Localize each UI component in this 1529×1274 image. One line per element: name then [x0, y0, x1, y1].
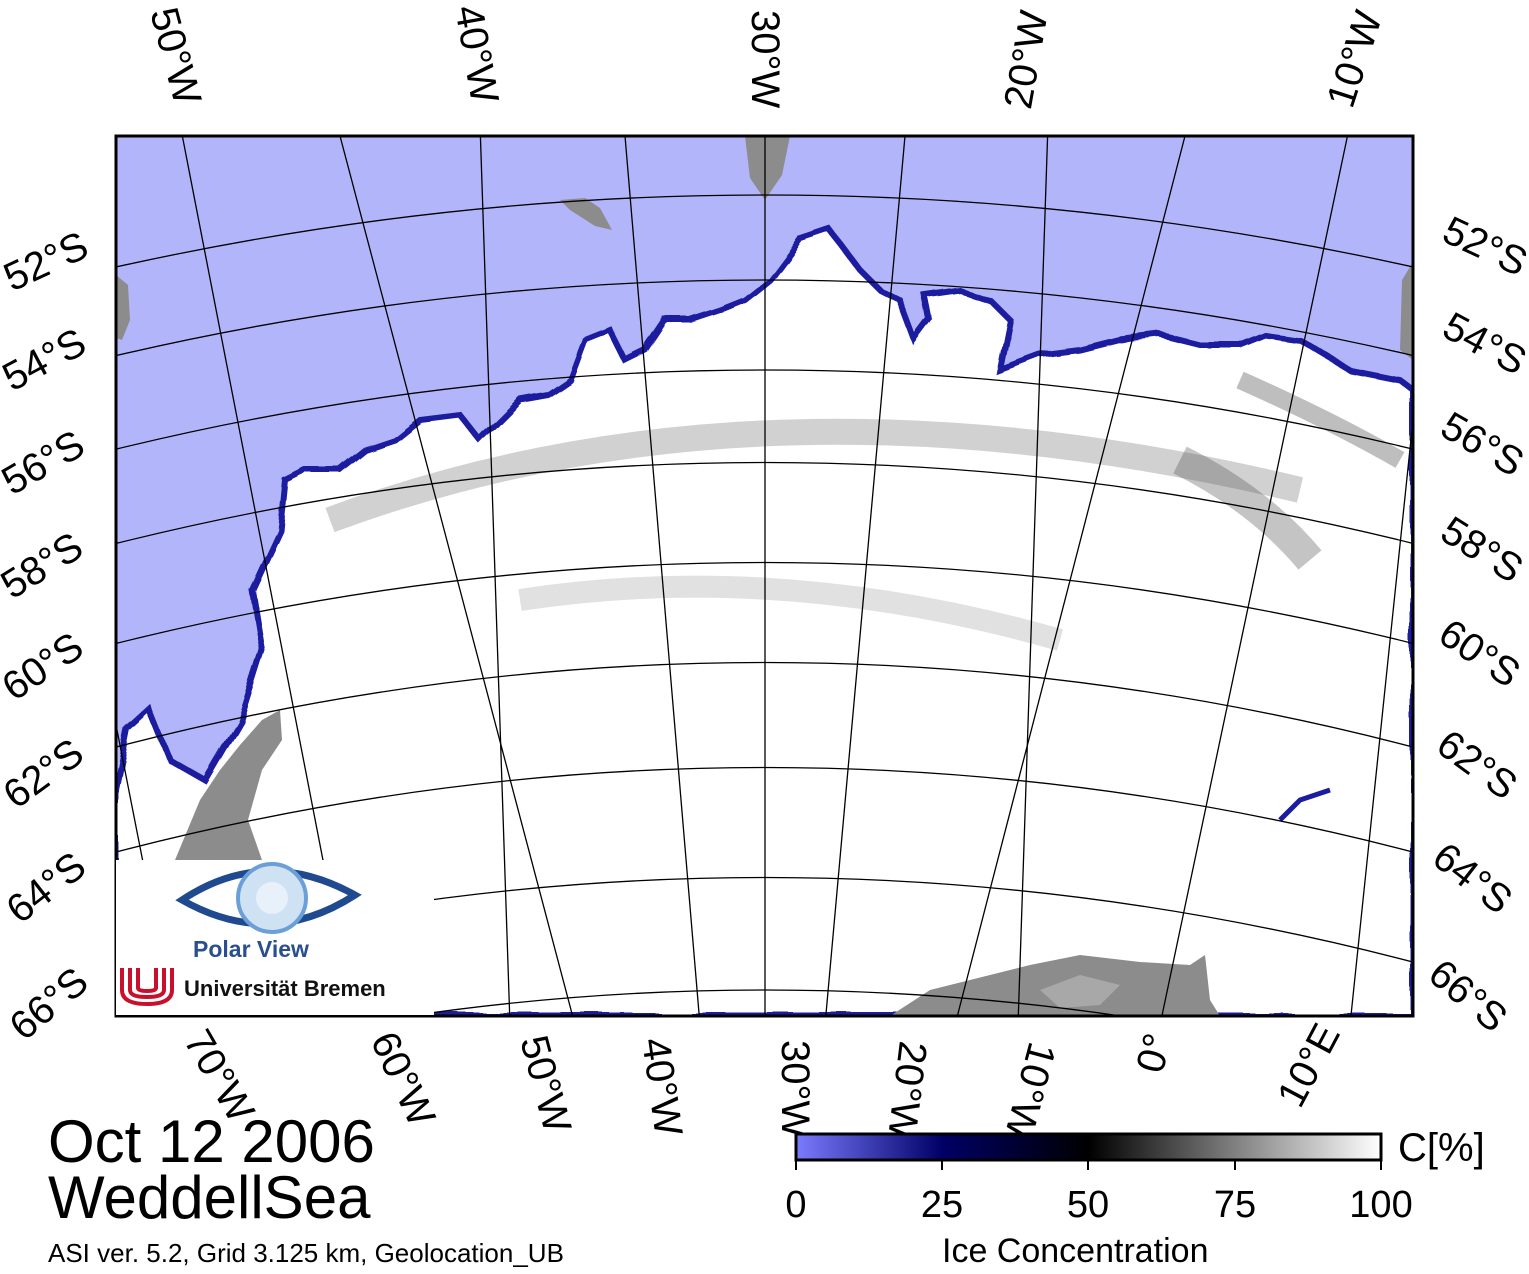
colorbar-tick-label: 0 [785, 1184, 807, 1226]
map-region: WeddellSea [48, 1164, 371, 1231]
land-mass [1400, 262, 1413, 360]
colorbar-tick-label: 25 [920, 1184, 964, 1226]
colorbar-tick-label: 75 [1213, 1184, 1257, 1226]
land-mass [560, 198, 612, 230]
land-mass [175, 710, 282, 860]
land-mass [1040, 975, 1120, 1008]
low-concentration-band [1173, 446, 1322, 570]
low-concentration-band [1236, 371, 1405, 468]
ice-edge-detail [1278, 787, 1331, 822]
map-frame [114, 134, 1415, 1018]
colorbar-unit: C[%] [1398, 1126, 1485, 1170]
logo-title: Polar View [193, 936, 309, 962]
low-concentration-band [325, 418, 1304, 533]
lon-label-bottom: 30°W [773, 1040, 817, 1138]
land-mass [745, 136, 790, 200]
logo-institution: Universität Bremen [184, 976, 386, 1001]
colorbar-tick-label: 100 [1349, 1184, 1413, 1226]
colorbar [794, 1132, 1383, 1162]
algorithm-metadata: ASI ver. 5.2, Grid 3.125 km, Geolocation… [48, 1238, 564, 1268]
university-bremen-logo-mark [120, 968, 174, 1007]
low-concentration-band [518, 575, 1064, 651]
land-mass [116, 275, 130, 340]
colorbar-tick-label: 50 [1066, 1184, 1110, 1226]
lon-label-top: 30°W [743, 10, 787, 108]
map-date: Oct 12 2006 [48, 1108, 375, 1175]
colorbar-title: Ice Concentration [942, 1232, 1209, 1270]
colorbar-ticks [795, 1160, 1382, 1170]
